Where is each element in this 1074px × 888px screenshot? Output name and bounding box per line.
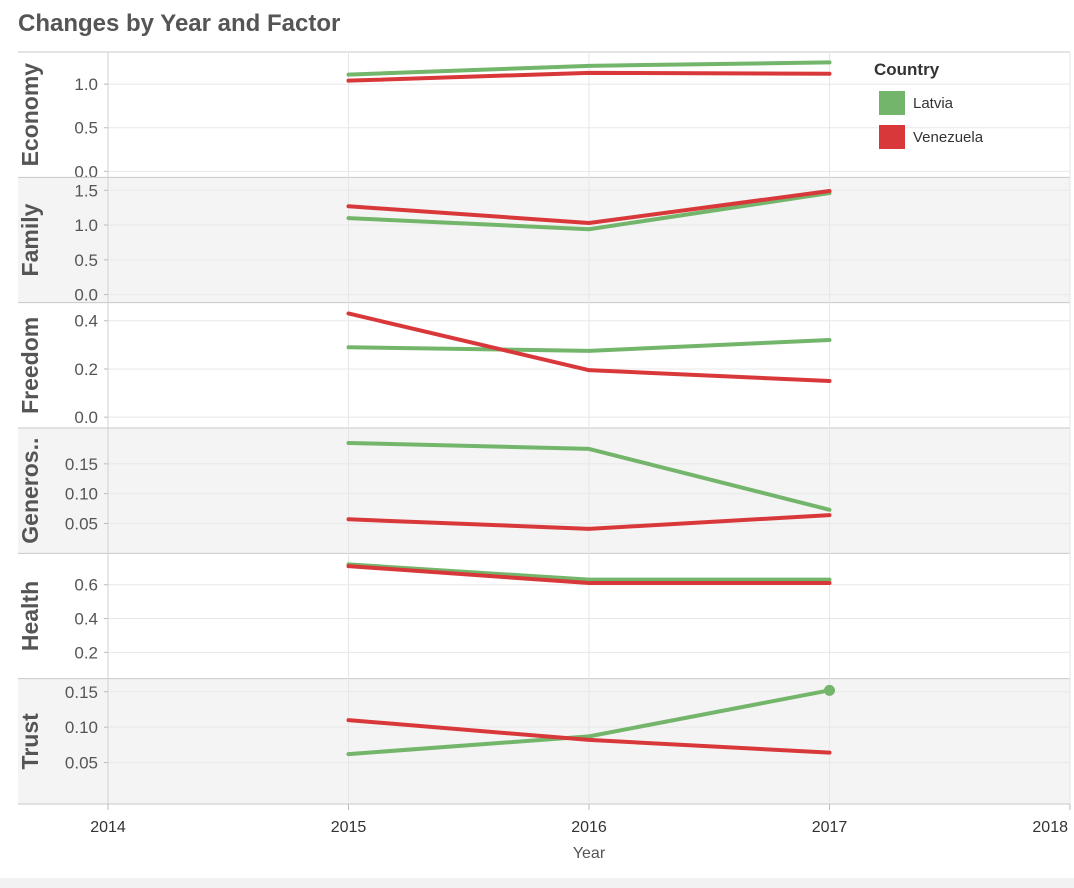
chart-title: Changes by Year and Factor <box>18 10 341 37</box>
y-tick-label-trust-0-15: 0.15 <box>65 683 98 702</box>
series-line-health-latvia <box>346 562 832 582</box>
y-tick-label-health-0-6: 0.6 <box>74 576 98 595</box>
highlight-point-trust-latvia <box>824 684 835 696</box>
series-line-trust-latvia <box>346 688 832 757</box>
panel-label-trust: Trust <box>17 713 43 770</box>
y-tick-label-family-0-0: 0.0 <box>74 286 98 305</box>
x-tick-label-2018: 2018 <box>1032 819 1068 836</box>
legend-swatch-venezuela <box>879 125 905 149</box>
y-tick-label-generosity-0-10: 0.10 <box>65 485 98 504</box>
y-tick-label-trust-0-10: 0.10 <box>65 718 98 737</box>
y-tick-label-family-0-5: 0.5 <box>74 251 98 270</box>
panel-label-economy: Economy <box>17 63 43 167</box>
panel-label-family: Family <box>17 203 43 276</box>
series-line-freedom-venezuela <box>346 311 832 384</box>
series-line-family-latvia <box>346 191 832 232</box>
series-line-freedom-latvia <box>346 338 832 353</box>
y-tick-label-family-1-5: 1.5 <box>74 181 98 200</box>
legend: Country Latvia Venezuela <box>874 60 983 154</box>
y-tick-label-freedom-0-4: 0.4 <box>74 312 98 331</box>
y-tick-label-generosity-0-05: 0.05 <box>65 514 98 533</box>
series-line-family-venezuela <box>346 188 832 225</box>
series-line-economy-venezuela <box>346 70 832 83</box>
y-tick-label-health-0-4: 0.4 <box>74 610 98 629</box>
bottom-strip <box>0 878 1074 888</box>
x-tick-label-2014: 2014 <box>90 819 126 836</box>
x-tick-label-2017: 2017 <box>812 819 848 836</box>
series-line-generosity-latvia <box>346 440 832 512</box>
legend-label-latvia: Latvia <box>913 94 954 112</box>
legend-swatch-latvia <box>879 91 905 115</box>
y-tick-label-economy-0-0: 0.0 <box>74 162 98 181</box>
series-line-economy-latvia <box>346 60 832 77</box>
panel-bg-freedom <box>18 302 1070 428</box>
series-line-trust-venezuela <box>346 718 832 755</box>
y-tick-label-trust-0-05: 0.05 <box>65 754 98 773</box>
y-tick-label-generosity-0-15: 0.15 <box>65 455 98 474</box>
x-tick-label-2016: 2016 <box>571 819 607 836</box>
x-tick-label-2015: 2015 <box>331 819 367 836</box>
panel-bg-family <box>18 177 1070 303</box>
legend-title: Country <box>874 60 940 79</box>
y-tick-label-freedom-0-2: 0.2 <box>74 360 98 379</box>
panel-label-freedom: Freedom <box>17 317 43 414</box>
y-tick-label-freedom-0-0: 0.0 <box>74 408 98 427</box>
legend-label-venezuela: Venezuela <box>913 128 984 146</box>
panel-label-generosity: Generos.. <box>17 438 43 544</box>
y-tick-label-economy-1-0: 1.0 <box>74 75 98 94</box>
series-line-health-venezuela <box>346 564 832 586</box>
legend-item-venezuela[interactable]: Venezuela <box>874 120 983 154</box>
x-axis-label: Year <box>573 845 606 862</box>
series-line-generosity-venezuela <box>346 513 832 531</box>
panel-bg-health <box>18 553 1070 679</box>
legend-item-latvia[interactable]: Latvia <box>874 86 983 120</box>
y-tick-label-economy-0-5: 0.5 <box>74 119 98 138</box>
y-tick-label-family-1-0: 1.0 <box>74 216 98 235</box>
y-tick-label-health-0-2: 0.2 <box>74 643 98 662</box>
panel-label-health: Health <box>17 581 43 651</box>
